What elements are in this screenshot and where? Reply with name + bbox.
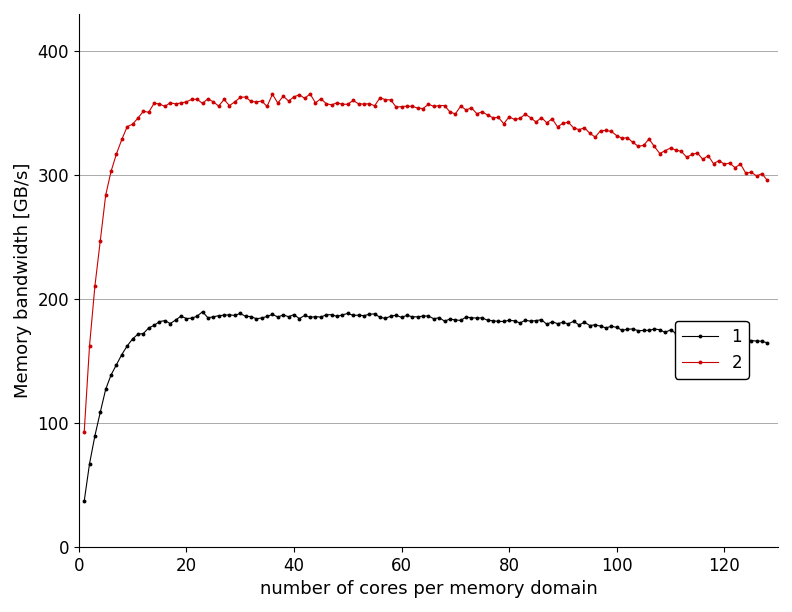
X-axis label: number of cores per memory domain: number of cores per memory domain	[260, 580, 597, 598]
2	[671, 146, 680, 154]
2	[440, 102, 449, 109]
Legend: 1, 2: 1, 2	[675, 321, 748, 379]
2	[337, 100, 347, 108]
1	[736, 335, 745, 342]
2	[364, 100, 374, 107]
1	[198, 308, 208, 315]
1	[364, 310, 374, 318]
Y-axis label: Memory bandwidth [GB/s]: Memory bandwidth [GB/s]	[14, 163, 32, 398]
1	[252, 315, 261, 323]
2	[763, 177, 772, 184]
Line: 2: 2	[82, 92, 769, 435]
2	[736, 160, 745, 168]
2	[246, 98, 256, 105]
1	[337, 311, 347, 318]
2	[306, 90, 315, 97]
Line: 1: 1	[82, 310, 769, 503]
2	[79, 429, 89, 436]
1	[440, 318, 449, 325]
1	[79, 498, 89, 505]
1	[671, 330, 680, 337]
1	[763, 339, 772, 346]
